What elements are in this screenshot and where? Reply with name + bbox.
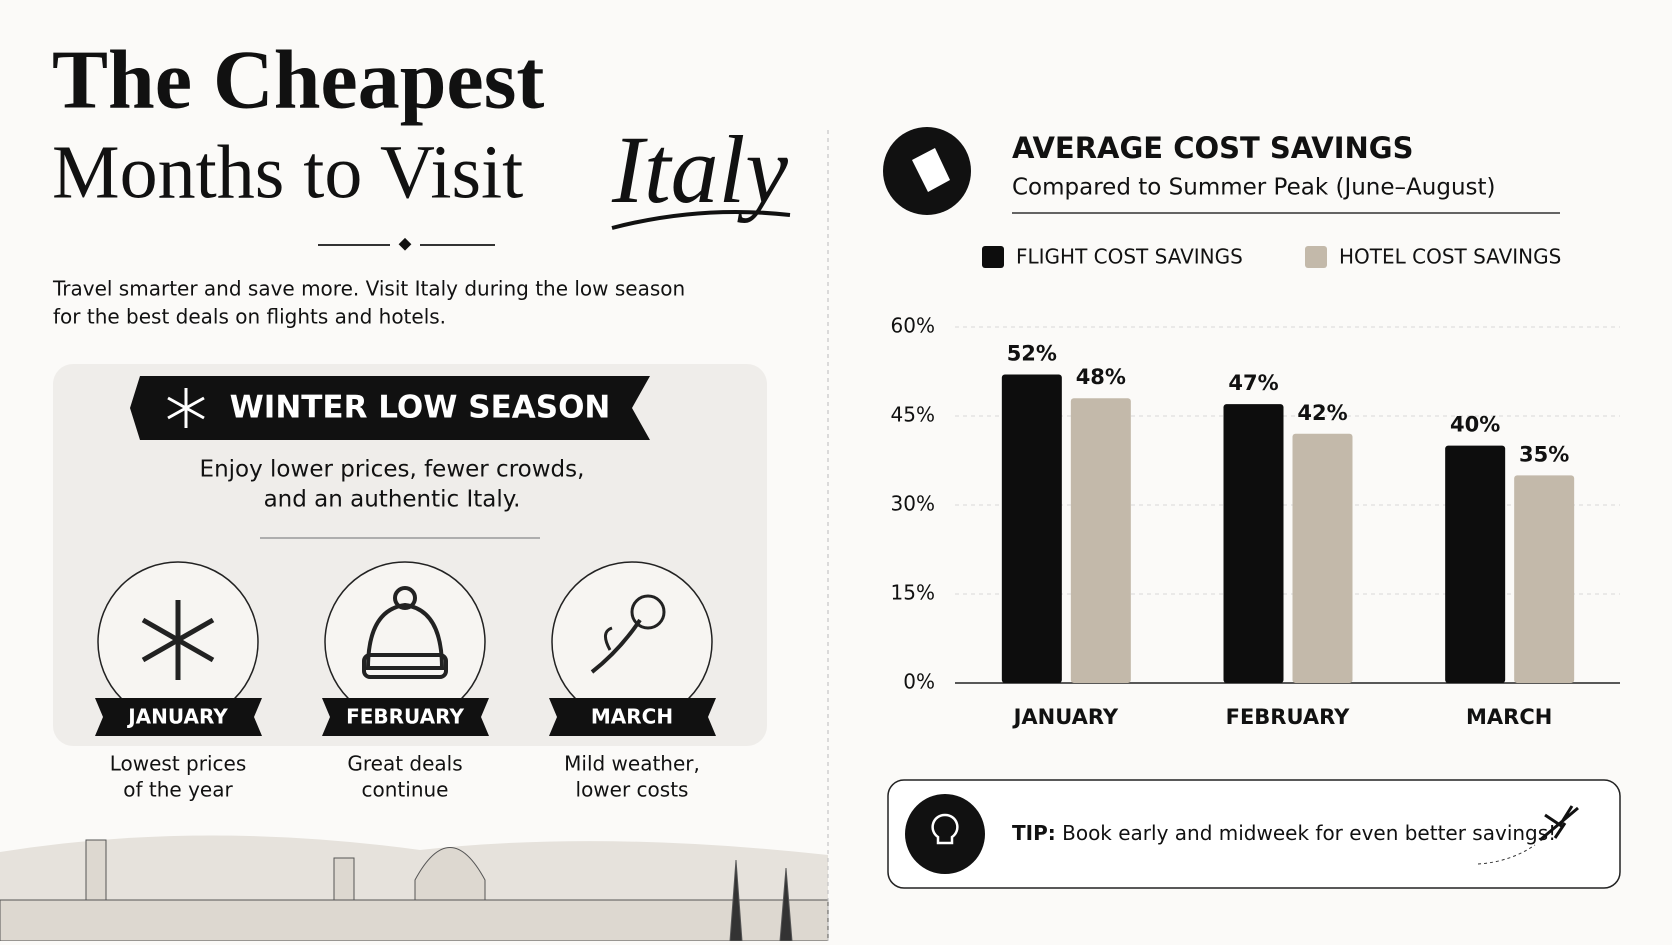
chart-subtitle: Compared to Summer Peak (June–August) <box>1012 175 1496 201</box>
month-name: FEBRUARY <box>346 705 464 729</box>
month-icons <box>97 561 713 723</box>
y-tick-label: 0% <box>903 670 935 694</box>
title-script: Italy <box>611 116 788 223</box>
plane-trail <box>1477 844 1536 865</box>
month-desc: Lowest prices <box>110 752 247 776</box>
legend-label: FLIGHT COST SAVINGS <box>1016 245 1243 269</box>
bar <box>1514 475 1575 683</box>
season-text: and an authentic Italy. <box>264 487 521 513</box>
value-label: 35% <box>1519 442 1569 466</box>
banner-snowflake <box>167 388 205 428</box>
month-desc: Great deals <box>347 752 462 776</box>
intro: Travel smarter and save more. Visit Ital… <box>52 277 685 301</box>
month-ribbons <box>95 698 716 736</box>
divider <box>318 237 495 251</box>
x-tick-label: JANUARY <box>1012 705 1119 729</box>
skyline <box>0 835 829 942</box>
value-label: 52% <box>1007 341 1057 365</box>
bar <box>1292 433 1353 683</box>
month-desc: lower costs <box>576 778 689 802</box>
bar <box>1001 374 1062 683</box>
bar <box>1445 445 1506 683</box>
legend-label: HOTEL COST SAVINGS <box>1339 245 1561 269</box>
legend-swatch <box>982 246 1004 268</box>
y-tick-label: 45% <box>891 403 935 427</box>
value-label: 40% <box>1450 413 1500 437</box>
month-name: MARCH <box>591 705 673 729</box>
legend-swatch <box>1305 246 1327 268</box>
tip-text: Book early and midweek for even better s… <box>1062 821 1556 845</box>
bulb-icon <box>905 794 985 874</box>
bulb-icon <box>931 813 959 845</box>
title: The Cheapest <box>52 33 544 126</box>
underline-flourish <box>611 209 791 230</box>
season-banner <box>130 376 650 440</box>
banner-text: WINTER LOW SEASON <box>230 390 611 426</box>
x-tick-label: MARCH <box>1466 705 1552 729</box>
value-label: 47% <box>1228 371 1278 395</box>
month-desc: Mild weather, <box>564 752 700 776</box>
month-desc: continue <box>362 778 449 802</box>
chart-title: AVERAGE COST SAVINGS <box>1012 131 1413 165</box>
y-tick-label: 60% <box>891 314 935 338</box>
y-tick-label: 15% <box>891 581 935 605</box>
bar <box>1223 404 1284 683</box>
intro: for the best deals on flights and hotels… <box>53 305 446 329</box>
value-label: 42% <box>1297 401 1347 425</box>
value-label: 48% <box>1076 365 1126 389</box>
tip-label: TIP: <box>1012 821 1056 845</box>
tip-box <box>887 779 1621 889</box>
x-tick-label: FEBRUARY <box>1226 705 1351 729</box>
tip: TIP: Book early and midweek for even bet… <box>1012 821 1556 845</box>
bar <box>1070 398 1131 683</box>
title: Months to Visit <box>52 130 523 214</box>
month-desc: of the year <box>123 778 233 802</box>
season-text: Enjoy lower prices, fewer crowds, <box>200 457 585 483</box>
month-name: JANUARY <box>126 705 228 729</box>
plane-icon <box>1539 805 1579 842</box>
tag-icon <box>912 148 950 192</box>
y-tick-label: 30% <box>891 492 935 516</box>
